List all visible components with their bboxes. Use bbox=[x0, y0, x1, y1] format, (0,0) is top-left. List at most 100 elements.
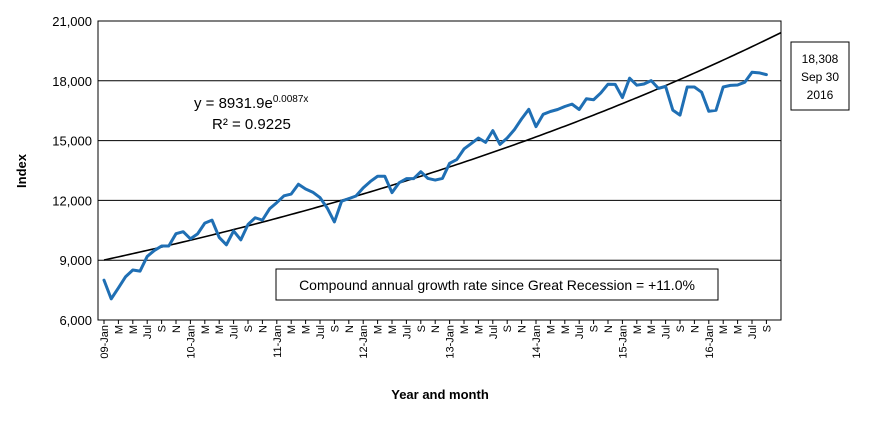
y-axis-label: Index bbox=[14, 153, 29, 188]
x-tick-label: M bbox=[646, 325, 658, 334]
data-point bbox=[117, 287, 120, 290]
data-point bbox=[304, 188, 307, 191]
x-tick-label: S bbox=[416, 325, 428, 332]
x-tick-label: M bbox=[128, 325, 140, 334]
x-tick-label: 14-Jan bbox=[531, 325, 543, 359]
data-point bbox=[542, 113, 545, 116]
data-point bbox=[599, 92, 602, 95]
x-tick-label: Jul bbox=[142, 325, 154, 339]
data-point bbox=[650, 79, 653, 82]
data-point bbox=[527, 108, 530, 111]
data-point bbox=[556, 108, 559, 111]
x-tick-label: Jul bbox=[401, 325, 413, 339]
data-point bbox=[679, 114, 682, 117]
r-squared-label: R² = 0.9225 bbox=[212, 116, 291, 133]
data-point bbox=[124, 275, 127, 278]
cagr-box bbox=[275, 268, 719, 301]
data-point bbox=[477, 137, 480, 140]
x-tick-label: S bbox=[157, 325, 169, 332]
data-point bbox=[427, 177, 430, 180]
data-point bbox=[297, 183, 300, 186]
y-tick-label: 18,000 bbox=[52, 74, 92, 89]
data-point bbox=[743, 81, 746, 84]
data-point bbox=[239, 238, 242, 241]
x-tick-label: Jul bbox=[574, 325, 586, 339]
x-tick-label: M bbox=[214, 325, 226, 334]
x-tick-label: S bbox=[329, 325, 341, 332]
x-tick-label: Jul bbox=[661, 325, 673, 339]
data-point bbox=[484, 141, 487, 144]
y-tick-label: 9,000 bbox=[59, 253, 92, 268]
data-point bbox=[369, 180, 372, 183]
x-tick-label: S bbox=[243, 325, 255, 332]
data-point bbox=[153, 249, 156, 252]
x-tick-label: S bbox=[589, 325, 601, 332]
x-tick-label: M bbox=[286, 325, 298, 334]
data-point bbox=[729, 84, 732, 87]
data-point bbox=[715, 109, 718, 112]
data-point bbox=[175, 232, 178, 235]
x-tick-label: Jul bbox=[229, 325, 241, 339]
data-point bbox=[434, 179, 437, 182]
data-point bbox=[355, 195, 358, 198]
data-point bbox=[167, 245, 170, 248]
data-point bbox=[470, 142, 473, 145]
x-tick-label: Jul bbox=[315, 325, 327, 339]
data-point bbox=[362, 186, 365, 189]
data-point bbox=[391, 191, 394, 194]
data-point bbox=[376, 175, 379, 178]
data-point bbox=[628, 77, 631, 80]
x-tick-label: Jul bbox=[488, 325, 500, 339]
last-value-callout bbox=[790, 41, 850, 111]
x-tick-label: M bbox=[373, 325, 385, 334]
x-tick-label: M bbox=[473, 325, 485, 334]
x-tick-label: M bbox=[113, 325, 125, 334]
last-year: 2016 bbox=[807, 88, 834, 102]
x-tick-label: M bbox=[200, 325, 212, 334]
data-point bbox=[499, 143, 502, 146]
x-tick-label: M bbox=[733, 325, 745, 334]
x-tick-label: S bbox=[675, 325, 687, 332]
x-tick-label: S bbox=[761, 325, 773, 332]
data-point bbox=[535, 125, 538, 128]
data-point bbox=[722, 86, 725, 89]
y-tick-label: 21,000 bbox=[52, 14, 92, 29]
data-point bbox=[607, 83, 610, 86]
data-point bbox=[621, 96, 624, 99]
index-series-line bbox=[102, 70, 768, 301]
x-tick-label: 10-Jan bbox=[185, 325, 197, 359]
data-point bbox=[563, 105, 566, 108]
x-tick-label: N bbox=[689, 325, 701, 333]
data-point bbox=[686, 86, 689, 89]
data-point bbox=[340, 200, 343, 203]
data-point bbox=[232, 229, 235, 232]
data-point bbox=[657, 87, 660, 90]
data-point bbox=[103, 279, 106, 282]
grid-lines bbox=[98, 80, 781, 261]
data-point bbox=[693, 86, 696, 89]
data-point bbox=[585, 97, 588, 100]
x-tick-label: 15-Jan bbox=[617, 325, 629, 359]
last-date: Sep 30 bbox=[801, 70, 839, 84]
data-point bbox=[383, 175, 386, 178]
data-point bbox=[247, 223, 250, 226]
x-tick-label: N bbox=[257, 325, 269, 333]
data-point bbox=[707, 110, 710, 113]
trend-equation-exponent: 0.0087x bbox=[273, 94, 309, 105]
data-point bbox=[419, 170, 422, 173]
data-point bbox=[506, 137, 509, 140]
last-value: 18,308 bbox=[802, 52, 839, 66]
data-point bbox=[614, 83, 617, 86]
data-point bbox=[448, 162, 451, 165]
data-point bbox=[319, 196, 322, 199]
x-tick-label: M bbox=[632, 325, 644, 334]
data-point bbox=[347, 197, 350, 200]
y-axis-ticks: 6,000 9,000 12,000 15,000 18,000 21,000 bbox=[52, 14, 92, 328]
plot-area-border bbox=[97, 20, 782, 321]
data-point bbox=[441, 177, 444, 180]
data-point bbox=[311, 191, 314, 194]
data-point bbox=[405, 177, 408, 180]
data-point bbox=[463, 148, 466, 151]
data-point bbox=[211, 219, 214, 222]
